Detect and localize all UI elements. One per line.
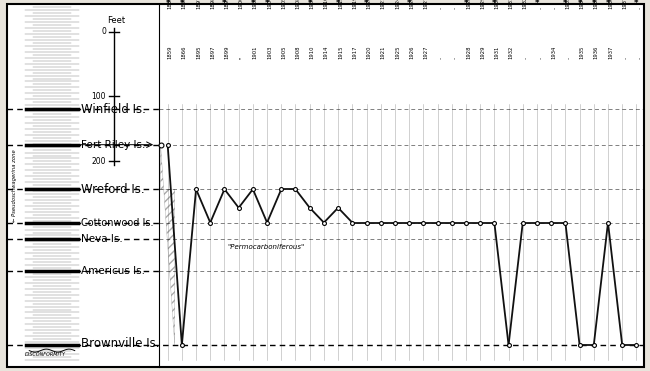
- Text: 1934: 1934: [551, 46, 556, 59]
- Text: 1910: 1910: [309, 46, 315, 59]
- Text: 100: 100: [92, 92, 106, 101]
- Text: 1901: 1901: [253, 46, 258, 59]
- Text: *: *: [634, 0, 639, 8]
- Text: 1927: 1927: [423, 0, 428, 9]
- Text: 1928: 1928: [466, 46, 471, 59]
- Text: 1930: 1930: [495, 0, 499, 9]
- Text: 1917: 1917: [352, 46, 358, 59]
- Text: Feet: Feet: [107, 16, 125, 25]
- Text: 1926: 1926: [409, 46, 414, 59]
- Text: "Permocarboniferous": "Permocarboniferous": [227, 244, 305, 250]
- Text: 1933: 1933: [566, 0, 571, 9]
- Text: *: *: [577, 0, 582, 8]
- Text: *: *: [165, 0, 170, 8]
- Text: Brownville Is.: Brownville Is.: [81, 336, 160, 350]
- Text: 1931: 1931: [508, 0, 514, 9]
- Text: 1866: 1866: [182, 46, 187, 59]
- Text: Winfield Is.: Winfield Is.: [81, 103, 146, 116]
- Text: ← Pseudoschwagerina zone: ← Pseudoschwagerina zone: [12, 149, 17, 222]
- Text: Fort Riley Is.: Fort Riley Is.: [81, 140, 146, 150]
- Text: 1937: 1937: [622, 0, 627, 9]
- Text: 1908: 1908: [296, 46, 300, 59]
- Text: ..: ..: [622, 56, 627, 59]
- Text: 1936: 1936: [594, 46, 599, 59]
- Text: 1919: 1919: [352, 0, 358, 9]
- Text: *: *: [407, 0, 411, 8]
- Text: 1928: 1928: [466, 0, 471, 9]
- Text: 1898: 1898: [210, 0, 215, 9]
- Text: ..: ..: [437, 6, 443, 9]
- Text: ..: ..: [551, 6, 556, 9]
- Text: Wreford Is.: Wreford Is.: [81, 183, 145, 196]
- Text: *: *: [463, 0, 468, 8]
- Text: 1932: 1932: [523, 0, 528, 9]
- Text: 1859: 1859: [168, 46, 173, 59]
- Text: ..: ..: [636, 56, 642, 59]
- Text: 1936: 1936: [608, 0, 613, 9]
- Text: 1924: 1924: [395, 0, 400, 9]
- Text: 1908: 1908: [296, 0, 300, 9]
- Text: 1931: 1931: [495, 46, 499, 59]
- Text: 1935: 1935: [580, 46, 584, 59]
- Text: ..: ..: [452, 56, 457, 59]
- Text: 1914: 1914: [324, 46, 329, 59]
- Text: *: *: [307, 0, 312, 8]
- Text: ..: ..: [566, 56, 571, 59]
- Text: 1904: 1904: [267, 0, 272, 9]
- Text: 1920: 1920: [367, 0, 372, 9]
- Text: 1893: 1893: [182, 0, 187, 9]
- Text: *: *: [364, 0, 369, 8]
- Text: ..: ..: [523, 56, 528, 59]
- Text: 1927: 1927: [423, 46, 428, 59]
- Text: 1926: 1926: [409, 0, 414, 9]
- Text: 1925: 1925: [395, 46, 400, 59]
- Text: 200: 200: [92, 157, 106, 166]
- Text: 1910: 1910: [324, 0, 329, 9]
- Text: 1895: 1895: [196, 46, 201, 59]
- Text: 1909: 1909: [309, 0, 315, 9]
- Text: 1915: 1915: [338, 0, 343, 9]
- Text: DISCONFORMITY: DISCONFORMITY: [25, 352, 66, 357]
- Text: *: *: [336, 0, 341, 8]
- Text: 1899: 1899: [224, 0, 229, 9]
- Text: ..: ..: [537, 6, 542, 9]
- Text: 1900: 1900: [239, 0, 244, 9]
- Text: 1902: 1902: [253, 0, 258, 9]
- Text: 0: 0: [101, 27, 106, 36]
- Text: *: *: [179, 0, 184, 8]
- Text: ..: ..: [452, 6, 457, 9]
- Text: 1859: 1859: [168, 0, 173, 9]
- Text: 1929: 1929: [480, 0, 485, 9]
- Text: ..: ..: [636, 6, 642, 9]
- Text: 1932: 1932: [508, 46, 514, 59]
- Text: 1897: 1897: [210, 46, 215, 59]
- Text: 1921: 1921: [381, 46, 385, 59]
- Text: *: *: [606, 0, 610, 8]
- Text: 1915: 1915: [338, 46, 343, 59]
- Text: 1903: 1903: [267, 46, 272, 59]
- Text: 1897: 1897: [196, 0, 201, 9]
- Text: Cottonwood Is.: Cottonwood Is.: [81, 218, 154, 227]
- Text: 1905: 1905: [281, 0, 286, 9]
- Text: *: *: [265, 0, 269, 8]
- Text: *: *: [592, 0, 596, 8]
- Text: ..: ..: [437, 56, 443, 59]
- Text: *: *: [492, 0, 497, 8]
- Text: 1899: 1899: [224, 46, 229, 59]
- Text: 1905: 1905: [281, 46, 286, 59]
- Text: *: *: [222, 0, 227, 8]
- Text: ..: ..: [537, 56, 542, 59]
- Text: Americus Is.: Americus Is.: [81, 266, 145, 276]
- Text: 1937: 1937: [608, 46, 613, 59]
- Text: *: *: [563, 0, 567, 8]
- Text: 1929: 1929: [480, 46, 485, 59]
- Text: 1920: 1920: [367, 46, 372, 59]
- Text: *: *: [251, 0, 255, 8]
- Text: *: *: [535, 0, 539, 8]
- Text: Neva Is.: Neva Is.: [81, 234, 123, 244]
- Text: '': '': [239, 56, 244, 59]
- Text: 1921: 1921: [381, 0, 385, 9]
- Text: 1935: 1935: [594, 0, 599, 9]
- Text: 1934: 1934: [580, 0, 584, 9]
